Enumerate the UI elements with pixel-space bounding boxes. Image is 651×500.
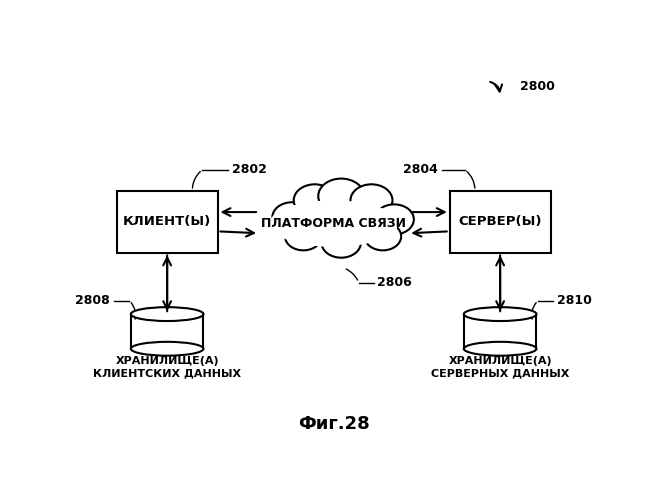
Circle shape [350,184,393,216]
Text: 2810: 2810 [557,294,592,307]
Bar [117,191,217,252]
Text: СЕРВЕР(Ы): СЕРВЕР(Ы) [458,215,542,228]
Text: 2804: 2804 [403,163,438,176]
Text: 2800: 2800 [520,80,555,94]
Ellipse shape [464,307,536,321]
Text: ПЛАТФОРМА СВЯЗИ: ПЛАТФОРМА СВЯЗИ [261,217,406,230]
Bar [450,191,551,252]
Circle shape [294,184,336,216]
Ellipse shape [131,307,204,321]
Circle shape [374,204,414,234]
Polygon shape [131,314,204,349]
Text: ХРАНИЛИЩЕ(А)
СЕРВЕРНЫХ ДАННЫХ: ХРАНИЛИЩЕ(А) СЕРВЕРНЫХ ДАННЫХ [431,356,570,378]
Ellipse shape [464,342,536,355]
Circle shape [318,178,364,214]
Circle shape [272,202,312,232]
Ellipse shape [131,342,204,355]
Text: 2802: 2802 [232,163,267,176]
Ellipse shape [270,200,398,247]
Text: 2806: 2806 [376,276,411,289]
Circle shape [285,222,322,250]
Text: 2808: 2808 [76,294,110,307]
Text: Фиг.28: Фиг.28 [298,415,370,433]
Polygon shape [464,314,536,349]
Text: ХРАНИЛИЩЕ(А)
КЛИЕНТСКИХ ДАННЫХ: ХРАНИЛИЩЕ(А) КЛИЕНТСКИХ ДАННЫХ [93,356,242,378]
Circle shape [322,228,361,258]
Circle shape [365,222,401,250]
Text: КЛИЕНТ(Ы): КЛИЕНТ(Ы) [123,215,212,228]
